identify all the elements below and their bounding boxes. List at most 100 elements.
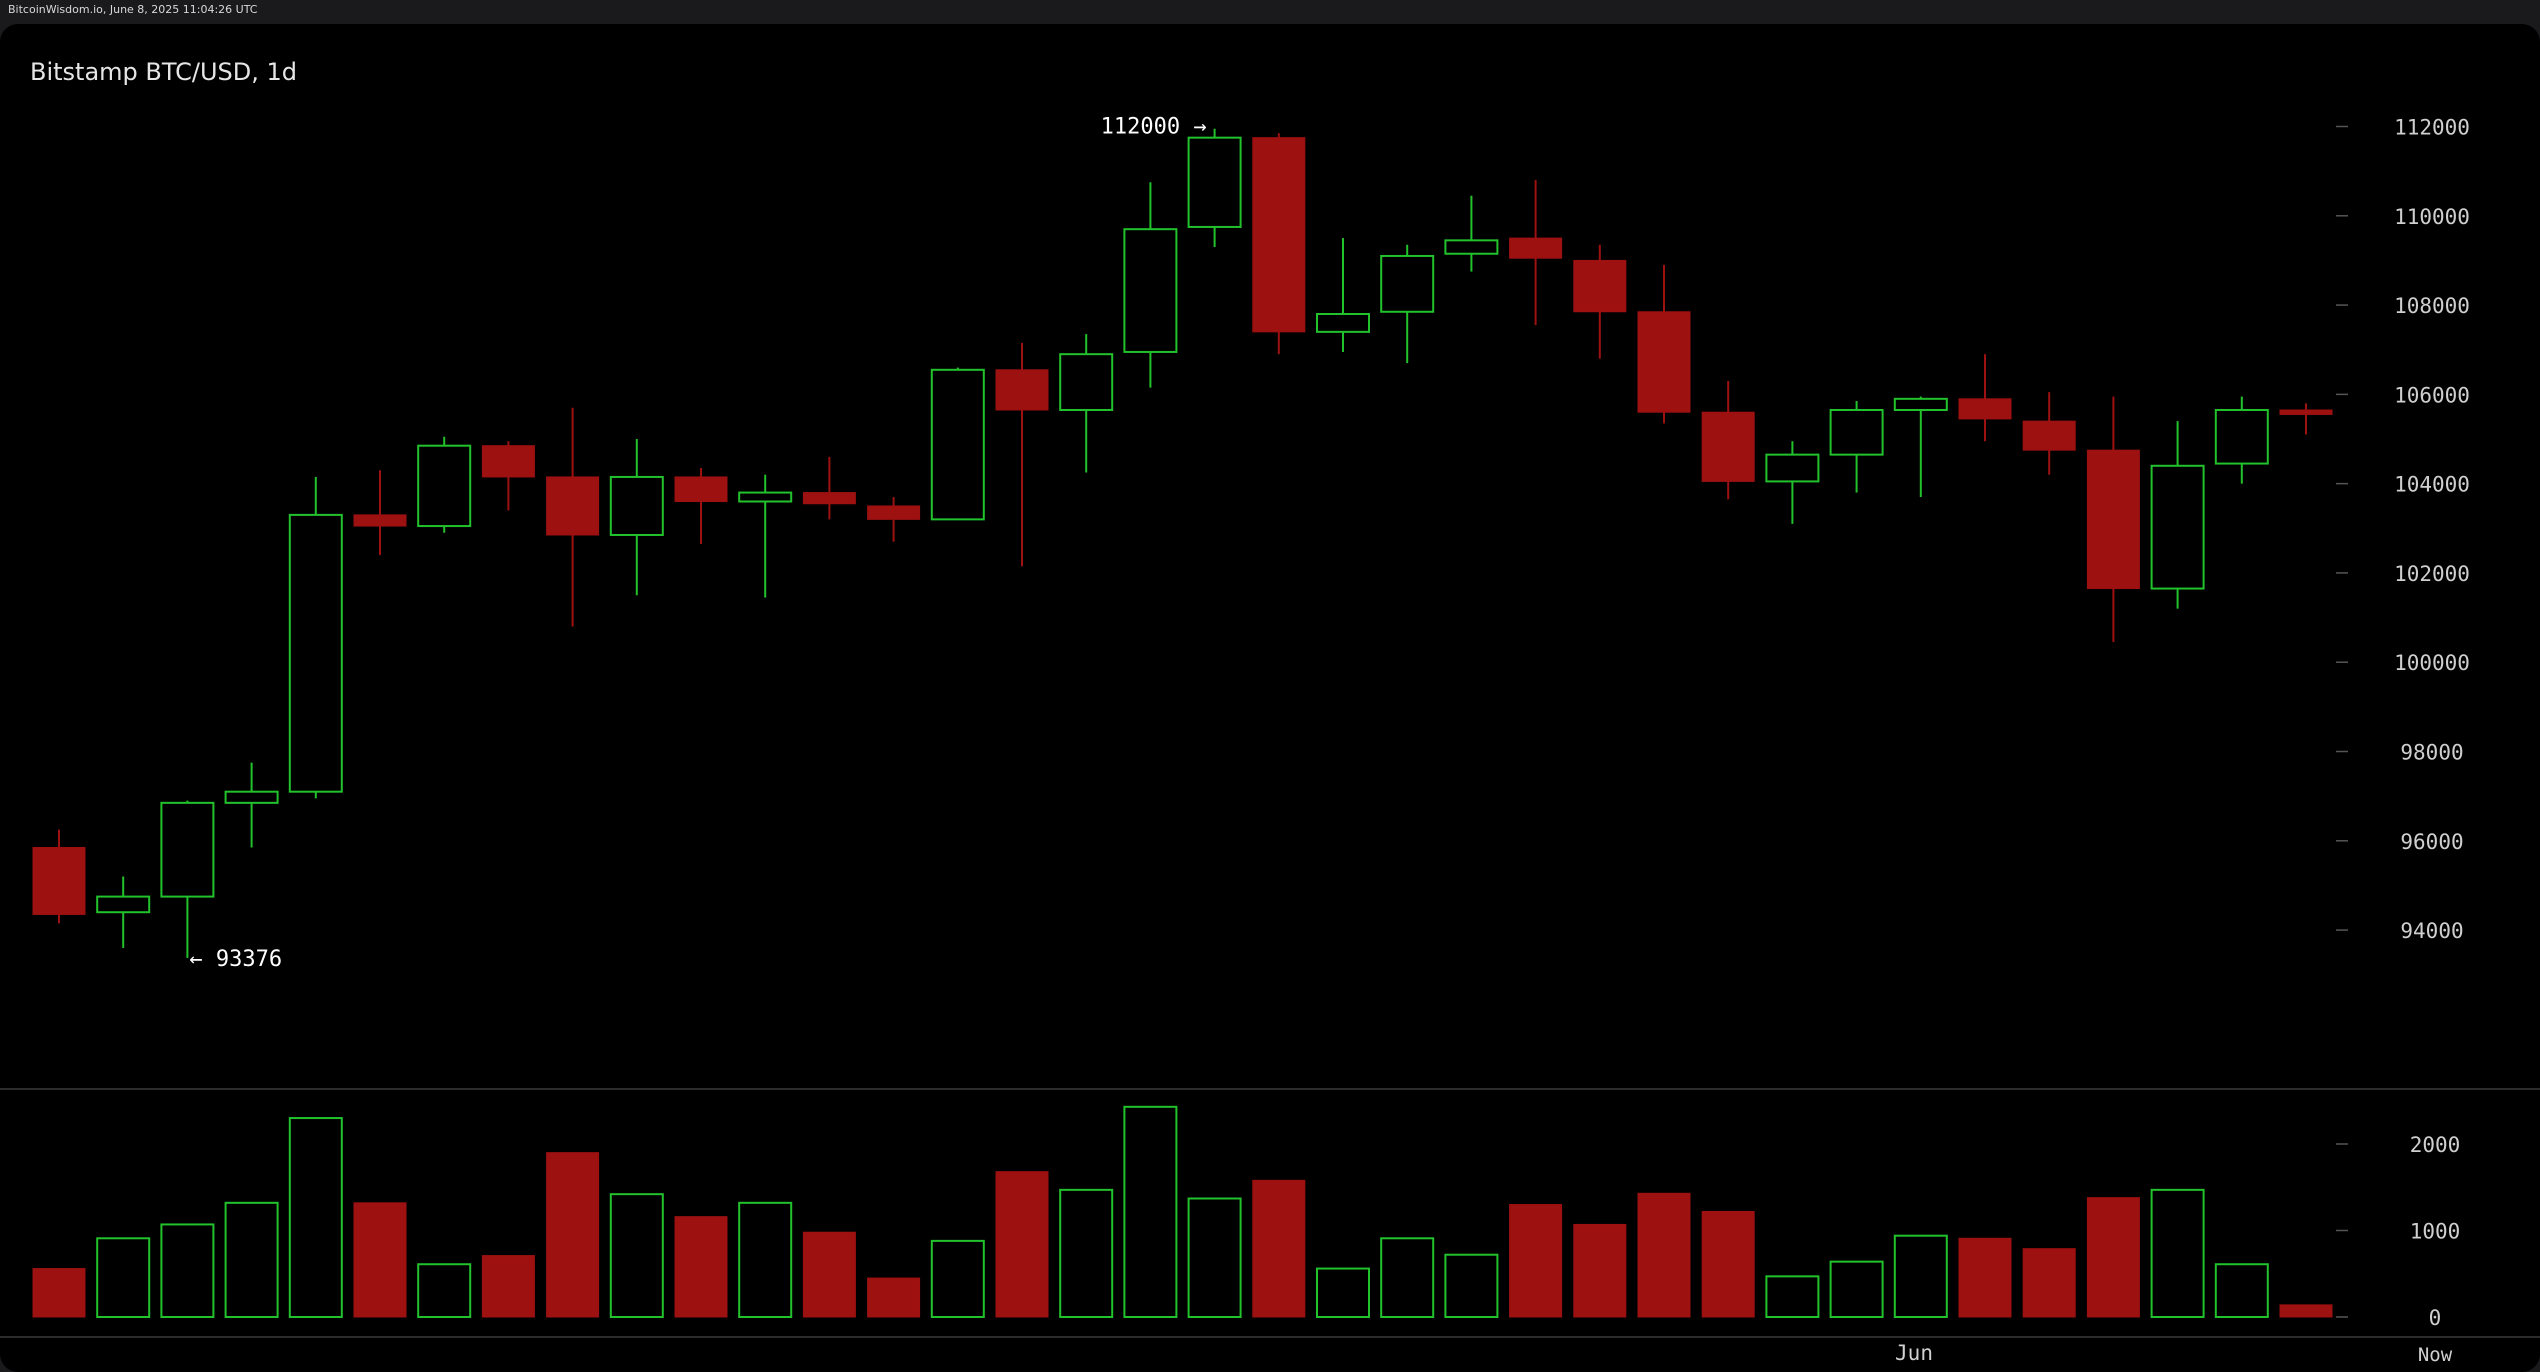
- candle: [1765, 441, 1820, 524]
- candle: [1187, 128, 1242, 248]
- price-tick-label: 104000: [2394, 473, 2470, 497]
- candle: [546, 407, 600, 627]
- candle-body-down: [2022, 420, 2076, 451]
- candle: [867, 497, 921, 542]
- candle: [2022, 392, 2076, 475]
- candle: [96, 876, 151, 948]
- candle: [674, 468, 728, 544]
- candle: [2086, 396, 2140, 643]
- candle: [1252, 133, 1306, 355]
- volume-tick-label: 0: [2429, 1306, 2442, 1330]
- price-tick-label: 100000: [2394, 651, 2470, 675]
- candle-body-down: [32, 846, 86, 915]
- candle-body-down: [674, 476, 728, 503]
- volume-bar-down: [32, 1268, 86, 1318]
- volume-bar-down: [867, 1277, 921, 1318]
- volume-bar-down: [1573, 1223, 1627, 1318]
- candle-body-up: [1059, 353, 1114, 411]
- volume-bar-down: [353, 1202, 407, 1318]
- candle-body-down: [1701, 411, 1755, 482]
- volume-bar-up: [224, 1201, 279, 1318]
- volume-bar-up: [2214, 1263, 2269, 1318]
- volume-bar-up: [1316, 1267, 1370, 1319]
- candle: [802, 456, 856, 520]
- candle: [288, 476, 343, 799]
- volume-bar-up: [1187, 1197, 1242, 1318]
- low-annotation: ← 93376: [189, 947, 282, 972]
- candle-body-up: [2150, 464, 2205, 590]
- volume-bar-down: [1252, 1179, 1306, 1318]
- candle: [930, 367, 985, 521]
- volume-bar-down: [2086, 1197, 2140, 1318]
- candle: [1637, 264, 1691, 424]
- candle: [1509, 180, 1563, 326]
- candle: [1701, 380, 1755, 500]
- candlestick-chart[interactable]: 94000 96000 98000 100000 102000 104000 106000 1…: [0, 24, 2540, 1372]
- candle-body-down: [2279, 409, 2333, 415]
- volume-bar-down: [2279, 1304, 2333, 1318]
- candle-body-down: [1637, 311, 1691, 413]
- candle-body-down: [2086, 449, 2140, 590]
- candle: [738, 474, 793, 598]
- price-tick-label: 110000: [2394, 205, 2470, 229]
- candle-body-up: [160, 801, 215, 898]
- volume-bar-down: [1637, 1192, 1691, 1318]
- candle-body-up: [930, 368, 985, 521]
- volume-bar-down: [546, 1152, 600, 1318]
- volume-axis: 0 1000 2000: [2336, 1133, 2460, 1330]
- volume-bar-up: [1444, 1253, 1499, 1318]
- candle-body-up: [1893, 397, 1948, 411]
- price-tick-label: 96000: [2400, 830, 2463, 854]
- candle-body-up: [288, 513, 343, 793]
- high-annotation: 112000 →: [1101, 115, 1207, 140]
- candle-body-up: [1380, 254, 1435, 313]
- candle: [1123, 182, 1178, 388]
- candle: [1059, 334, 1114, 473]
- price-tick-label: 98000: [2400, 741, 2463, 765]
- candle: [1829, 401, 1884, 493]
- candle: [160, 800, 215, 958]
- candle: [1444, 195, 1499, 272]
- volume-bar-down: [674, 1216, 728, 1318]
- candle: [353, 470, 407, 556]
- volume-bar-down: [2022, 1248, 2076, 1318]
- candle-body-down: [1573, 259, 1627, 313]
- volume-bar-up: [1059, 1188, 1114, 1318]
- candle: [1958, 354, 2012, 442]
- volume-bar-down: [1509, 1204, 1563, 1318]
- volume-bar-up: [96, 1237, 151, 1319]
- volume-bar-up: [1123, 1105, 1178, 1319]
- price-tick-label: 106000: [2394, 383, 2470, 407]
- volume-bar-down: [802, 1231, 856, 1318]
- volume-bar-up: [1380, 1237, 1435, 1319]
- candle: [1380, 244, 1435, 364]
- candle: [995, 343, 1049, 567]
- candle: [2150, 421, 2205, 609]
- volume-bar-up: [160, 1223, 215, 1318]
- candle-body-down: [1509, 237, 1563, 259]
- candle-body-down: [546, 476, 600, 536]
- candle: [609, 439, 664, 596]
- price-tick-label: 94000: [2400, 919, 2463, 943]
- candle: [2214, 396, 2269, 484]
- x-label-now: Now: [2418, 1344, 2453, 1366]
- candle-body-down: [802, 492, 856, 505]
- chart-title: Bitstamp BTC/USD, 1d: [30, 58, 298, 86]
- volume-bar-up: [738, 1201, 793, 1318]
- volume-bar-up: [2150, 1188, 2205, 1318]
- candle-body-up: [1444, 239, 1499, 255]
- price-tick-label: 102000: [2394, 562, 2470, 586]
- candle-body-up: [1765, 453, 1820, 483]
- candle-body-down: [867, 505, 921, 520]
- candle: [481, 441, 535, 511]
- candle-body-up: [1187, 136, 1242, 228]
- candle-body-up: [2214, 408, 2269, 465]
- candle-body-down: [481, 445, 535, 478]
- candle-body-up: [224, 790, 279, 804]
- candle-body-up: [1829, 408, 1884, 456]
- volume-bar-up: [1765, 1275, 1820, 1318]
- candle: [32, 829, 86, 924]
- candle-body-up: [1123, 228, 1178, 353]
- x-label-jun: Jun: [1895, 1341, 1933, 1365]
- candle-body-down: [1252, 137, 1306, 333]
